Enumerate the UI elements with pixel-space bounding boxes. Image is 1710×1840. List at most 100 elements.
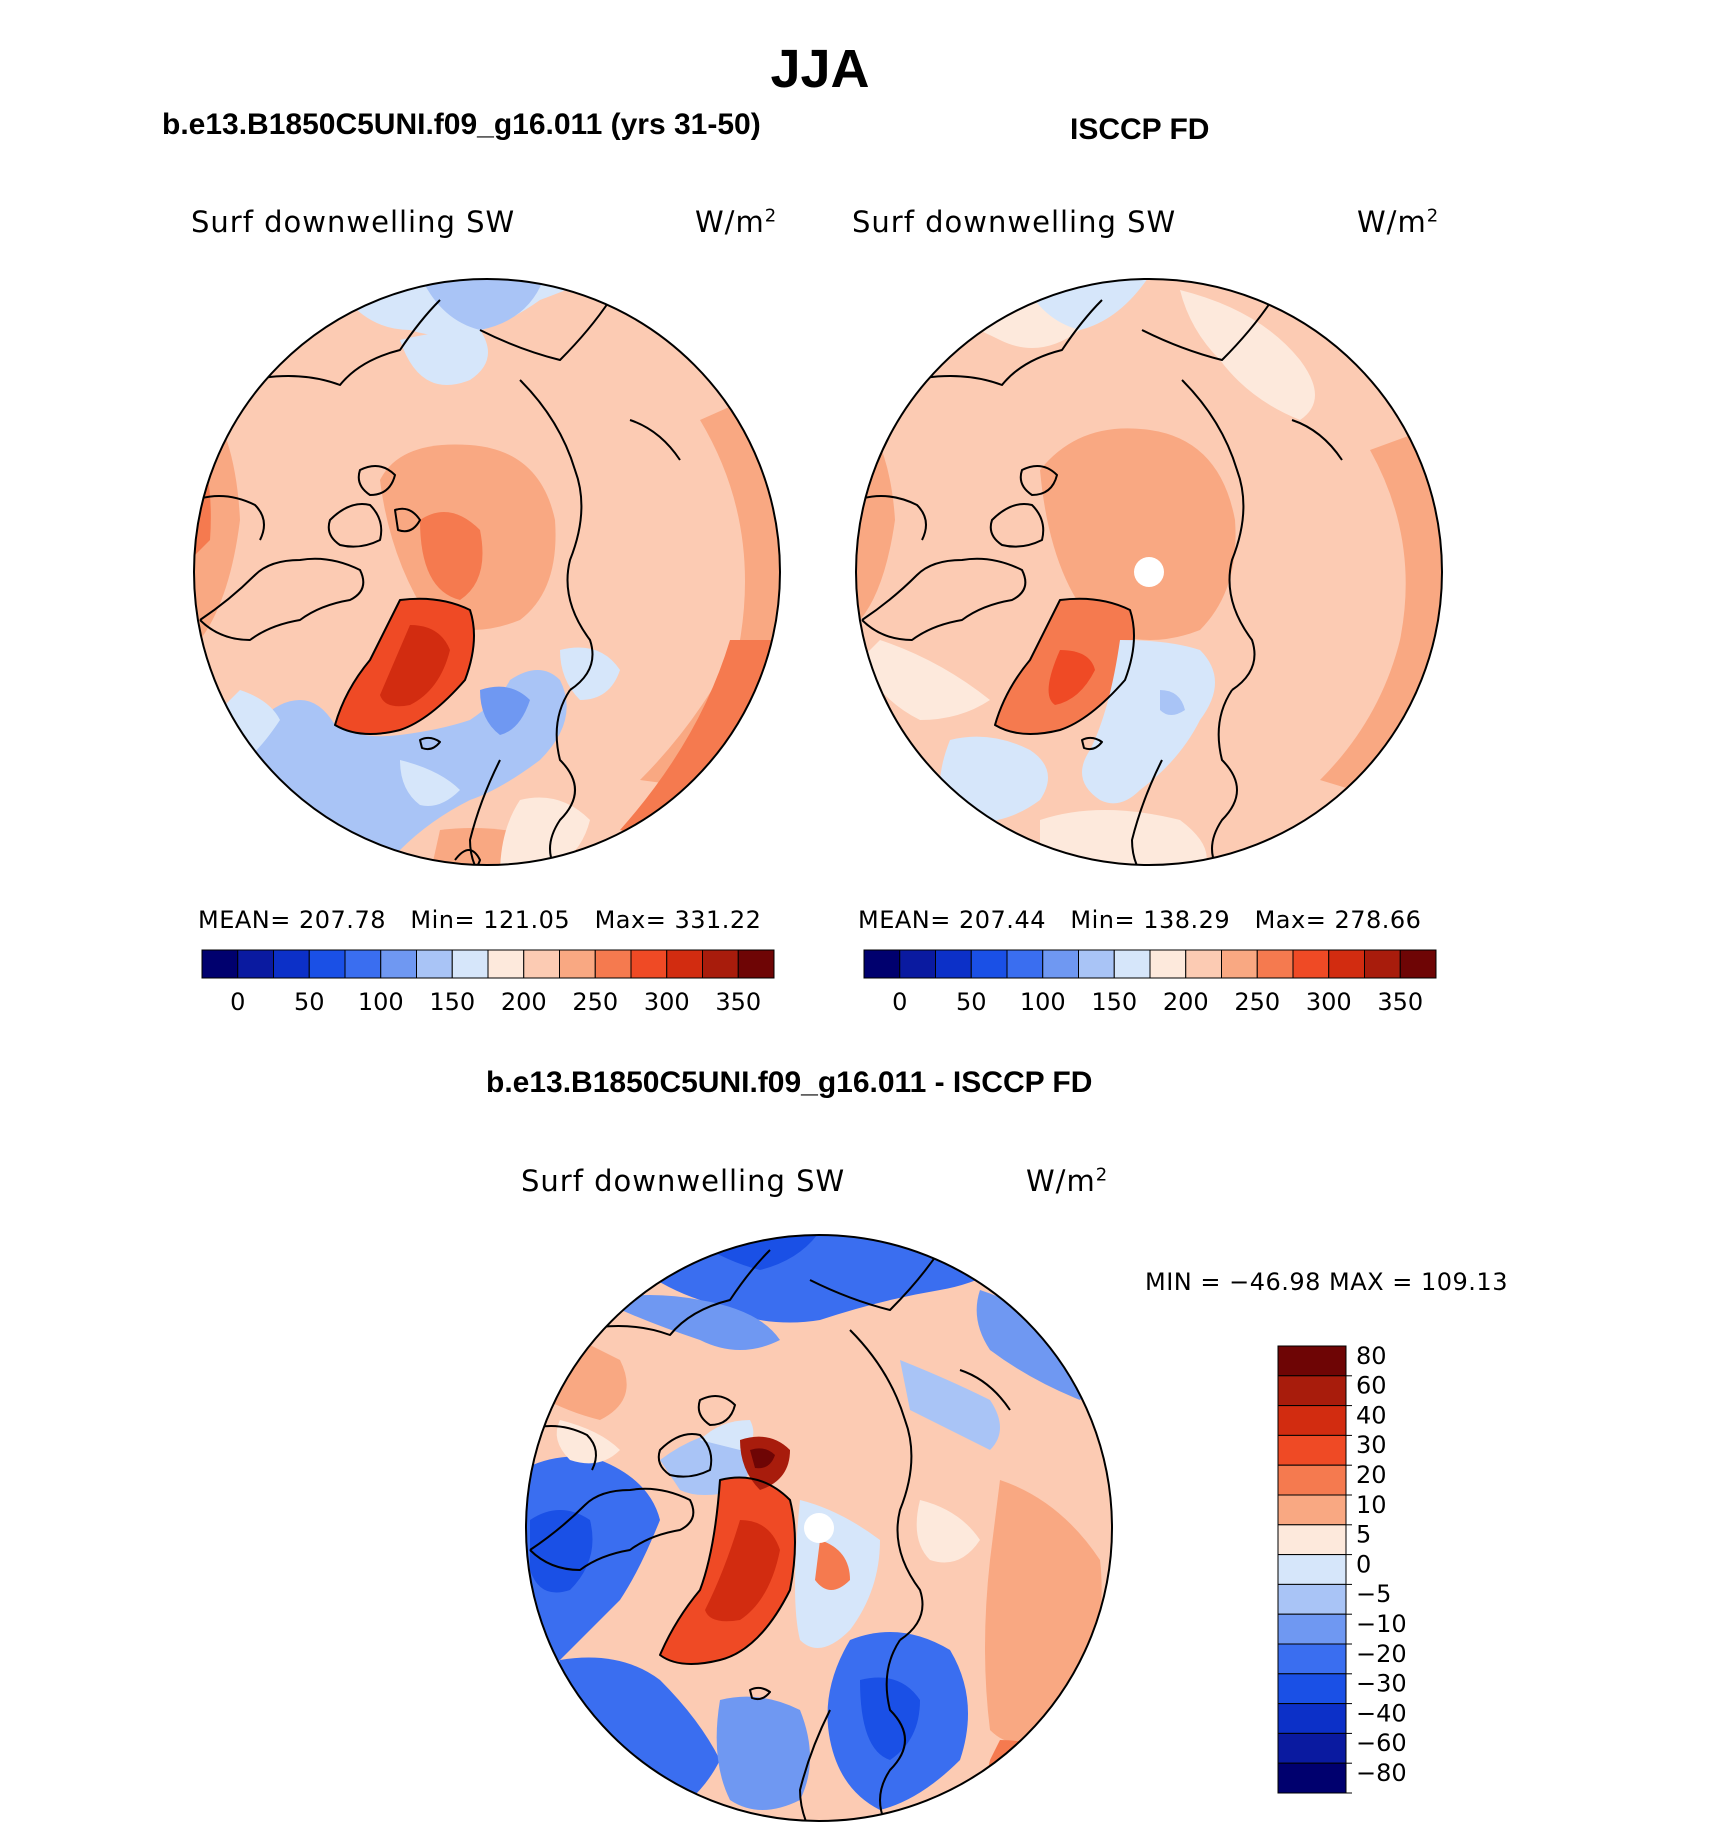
diff-colorbar-box [1277, 1434, 1347, 1466]
obs-colorbar-box [1185, 949, 1222, 979]
diff-colorbar-box [1277, 1762, 1347, 1794]
diff-colorbar-box [1277, 1583, 1347, 1615]
model-colorbar-tick-label: 350 [715, 988, 761, 1016]
diff-colorbar-tick-label: 5 [1356, 1521, 1371, 1549]
model-colorbar-tick-label: 150 [429, 988, 475, 1016]
model-colorbar-box [273, 949, 310, 979]
diff-colorbar-tick-label: 20 [1356, 1461, 1387, 1489]
diff-colorbar-box [1277, 1464, 1347, 1496]
diff-units-label: W/m2 [1026, 1164, 1109, 1198]
obs-panel-heading: ISCCP FD [1070, 113, 1210, 146]
obs-colorbar-box [1292, 949, 1330, 979]
diff-pole-hole [804, 1513, 834, 1543]
obs-colorbar-box [1042, 949, 1079, 979]
model-colorbar-box [559, 949, 596, 979]
diff-colorbar-tick-label: −80 [1356, 1759, 1407, 1787]
obs-units-label: W/m2 [1357, 205, 1440, 239]
diff-colorbar-tick-label: 30 [1356, 1431, 1387, 1459]
model-colorbar-box [344, 949, 382, 979]
obs-stats: MEAN= 207.44 Min= 138.29 Max= 278.66 [858, 906, 1422, 934]
model-colorbar-box [487, 949, 525, 979]
model-colorbar-box [237, 949, 274, 979]
diff-colorbar-box [1277, 1673, 1347, 1705]
model-colorbar-box [416, 949, 453, 979]
model-panel-heading: b.e13.B1850C5UNI.f09_g16.011 (yrs 31-50) [162, 108, 761, 141]
model-colorbar-box [630, 949, 668, 979]
obs-colorbar-box [1078, 949, 1115, 979]
obs-variable-label: Surf downwelling SW [852, 205, 1177, 239]
obs-pole-hole [1134, 557, 1164, 587]
obs-map [855, 278, 1443, 866]
model-colorbar-box [702, 949, 739, 979]
diff-colorbar-box [1277, 1613, 1347, 1645]
diff-colorbar-box [1277, 1494, 1347, 1526]
diff-minmax: MIN = −46.98 MAX = 109.13 [1145, 1268, 1508, 1296]
obs-colorbar-box [1149, 949, 1187, 979]
model-colorbar-box [666, 949, 703, 979]
obs-colorbar-tick-label: 50 [956, 988, 987, 1016]
obs-colorbar-box [935, 949, 972, 979]
diff-colorbar-box [1277, 1643, 1347, 1675]
model-colorbar-tick-label: 300 [644, 988, 690, 1016]
diff-colorbar-tick-label: −30 [1356, 1670, 1407, 1698]
model-map [193, 278, 781, 866]
diff-colorbar-tick-label: 10 [1356, 1491, 1387, 1519]
model-variable-label: Surf downwelling SW [191, 205, 516, 239]
diff-colorbar-box [1277, 1375, 1347, 1407]
obs-colorbar-box [1221, 949, 1258, 979]
diff-colorbar-box [1277, 1405, 1347, 1436]
obs-colorbar-box [1113, 949, 1151, 979]
diff-colorbar-box [1277, 1345, 1347, 1377]
diff-variable-label: Surf downwelling SW [521, 1164, 846, 1198]
obs-colorbar-box [1364, 949, 1401, 979]
model-colorbar-tick-label: 250 [572, 988, 618, 1016]
obs-colorbar-box [863, 949, 901, 979]
model-colorbar-box [594, 949, 632, 979]
model-colorbar-box [308, 949, 346, 979]
diff-colorbar-tick-label: 0 [1356, 1550, 1371, 1578]
obs-colorbar-box [1006, 949, 1044, 979]
model-stats: MEAN= 207.78 Min= 121.05 Max= 331.22 [198, 906, 762, 934]
obs-colorbar-tick-label: 350 [1377, 988, 1423, 1016]
obs-colorbar-tick-label: 300 [1306, 988, 1352, 1016]
model-colorbar-tick-label: 200 [501, 988, 547, 1016]
diff-colorbar-box [1277, 1703, 1347, 1734]
obs-colorbar: 0 50 100 150 200 250 300 350 [863, 949, 1437, 1016]
obs-colorbar-tick-label: 100 [1020, 988, 1066, 1016]
diff-colorbar-tick-label: −20 [1356, 1640, 1407, 1668]
obs-colorbar-box [1328, 949, 1365, 979]
obs-colorbar-tick-label: 250 [1234, 988, 1280, 1016]
diff-colorbar-box [1277, 1554, 1347, 1585]
diff-colorbar-tick-label: −10 [1356, 1610, 1407, 1638]
model-colorbar-box [380, 949, 417, 979]
model-colorbar-tick-label: 0 [230, 988, 245, 1016]
diff-panel-heading: b.e13.B1850C5UNI.f09_g16.011 - ISCCP FD [486, 1066, 1093, 1099]
diff-colorbar-tick-label: −5 [1356, 1580, 1391, 1608]
diff-map [525, 1234, 1113, 1822]
model-colorbar-box [201, 949, 239, 979]
obs-colorbar-box [899, 949, 936, 979]
diff-colorbar-box [1277, 1732, 1347, 1764]
diff-colorbar-tick-label: 40 [1356, 1401, 1387, 1429]
model-colorbar-tick-label: 50 [294, 988, 325, 1016]
obs-colorbar-tick-label: 150 [1091, 988, 1137, 1016]
model-colorbar-box [523, 949, 560, 979]
diff-colorbar-tick-label: 80 [1356, 1342, 1387, 1370]
model-colorbar-box [451, 949, 489, 979]
model-colorbar-box [737, 949, 775, 979]
obs-colorbar-box [1256, 949, 1294, 979]
model-colorbar: 0 50 100 150 200 250 300 350 [201, 949, 775, 1016]
figure-title: JJA [770, 39, 870, 99]
obs-colorbar-tick-label: 0 [892, 988, 907, 1016]
obs-colorbar-box [1399, 949, 1437, 979]
obs-colorbar-tick-label: 200 [1163, 988, 1209, 1016]
model-colorbar-tick-label: 100 [358, 988, 404, 1016]
diff-colorbar-tick-label: −40 [1356, 1699, 1407, 1727]
diff-colorbar-tick-label: 60 [1356, 1372, 1387, 1400]
model-units-label: W/m2 [695, 205, 778, 239]
diff-colorbar-box [1277, 1524, 1347, 1556]
obs-colorbar-box [970, 949, 1008, 979]
diff-colorbar-tick-label: −60 [1356, 1729, 1407, 1757]
